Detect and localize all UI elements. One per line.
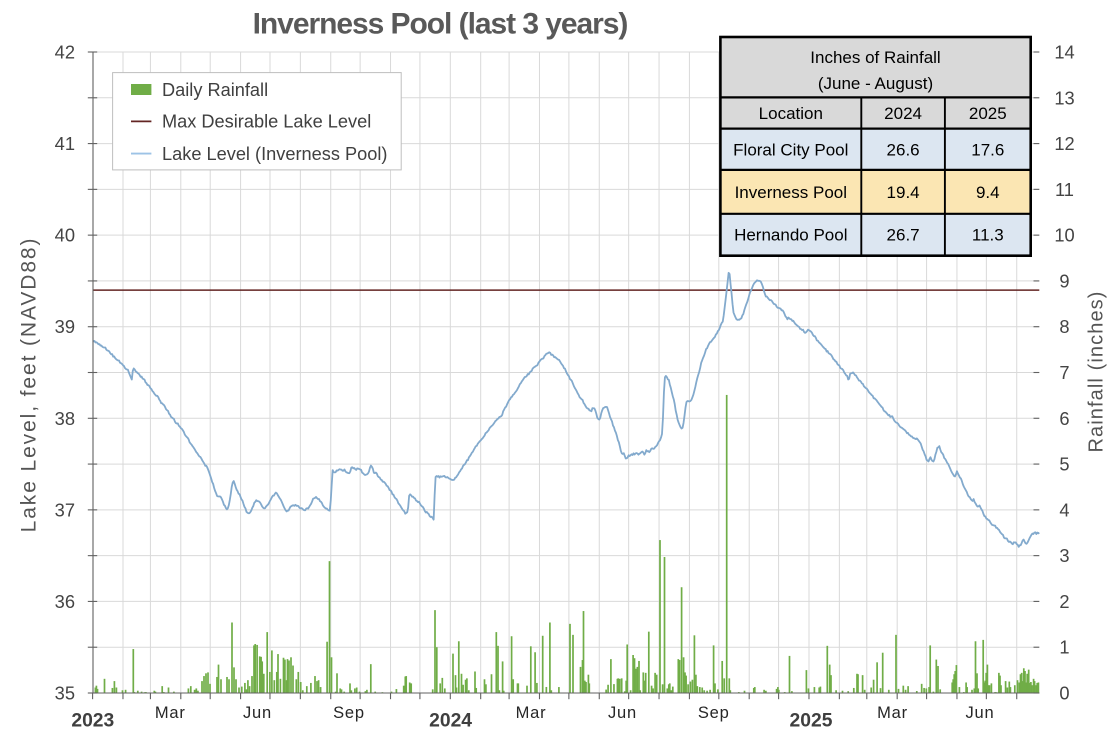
svg-text:2024: 2024 [884,104,922,123]
svg-text:5: 5 [1059,454,1069,475]
svg-text:2024: 2024 [429,711,472,732]
svg-text:26.6: 26.6 [887,140,920,159]
svg-text:Max Desirable Lake Level: Max Desirable Lake Level [162,112,371,132]
svg-text:35: 35 [55,683,75,704]
svg-text:(June - August): (June - August) [818,74,933,93]
svg-text:8: 8 [1059,316,1069,337]
svg-text:Location: Location [759,104,823,123]
svg-text:11.3: 11.3 [972,226,1004,245]
svg-text:Daily Rainfall: Daily Rainfall [162,80,268,100]
svg-text:11: 11 [1055,179,1074,200]
svg-text:4: 4 [1059,499,1069,520]
svg-text:Inches of Rainfall: Inches of Rainfall [810,48,940,67]
svg-text:38: 38 [55,408,75,429]
svg-text:Sep: Sep [333,704,365,722]
svg-text:36: 36 [55,591,75,612]
svg-text:39: 39 [55,316,75,337]
svg-text:Lake Level (Inverness Pool): Lake Level (Inverness Pool) [162,144,387,164]
svg-text:Inverness Pool: Inverness Pool [735,183,847,202]
svg-text:Jun: Jun [965,704,994,722]
svg-text:7: 7 [1059,362,1069,383]
svg-text:Mar: Mar [155,704,186,722]
svg-text:26.7: 26.7 [887,226,920,245]
svg-text:9.4: 9.4 [976,183,1000,202]
svg-text:13: 13 [1054,87,1074,108]
svg-text:2: 2 [1059,591,1069,612]
svg-text:42: 42 [55,42,75,63]
svg-text:2025: 2025 [790,711,833,732]
svg-text:Mar: Mar [877,704,908,722]
svg-text:17.6: 17.6 [971,140,1004,159]
svg-text:Floral City Pool: Floral City Pool [733,140,848,159]
svg-text:Rainfall (inches): Rainfall (inches) [1086,290,1108,452]
svg-text:1: 1 [1059,637,1069,658]
svg-text:Inverness Pool (last 3 years): Inverness Pool (last 3 years) [253,8,628,41]
svg-text:37: 37 [55,499,75,520]
svg-text:12: 12 [1054,133,1074,154]
svg-text:Mar: Mar [516,704,547,722]
svg-text:41: 41 [55,133,75,154]
svg-text:Jun: Jun [243,704,272,722]
svg-text:Lake Level, feet (NAVD88): Lake Level, feet (NAVD88) [17,237,40,533]
svg-text:Sep: Sep [698,704,730,722]
svg-text:6: 6 [1059,408,1069,429]
svg-text:2025: 2025 [969,104,1007,123]
svg-text:0: 0 [1059,683,1069,704]
svg-text:3: 3 [1059,545,1069,566]
svg-text:Jun: Jun [608,704,637,722]
svg-text:19.4: 19.4 [887,183,920,202]
svg-text:Hernando Pool: Hernando Pool [734,226,847,245]
svg-text:40: 40 [55,225,75,246]
svg-text:10: 10 [1054,225,1074,246]
svg-text:14: 14 [1054,42,1074,63]
svg-text:9: 9 [1059,270,1069,291]
svg-text:2023: 2023 [71,711,114,732]
